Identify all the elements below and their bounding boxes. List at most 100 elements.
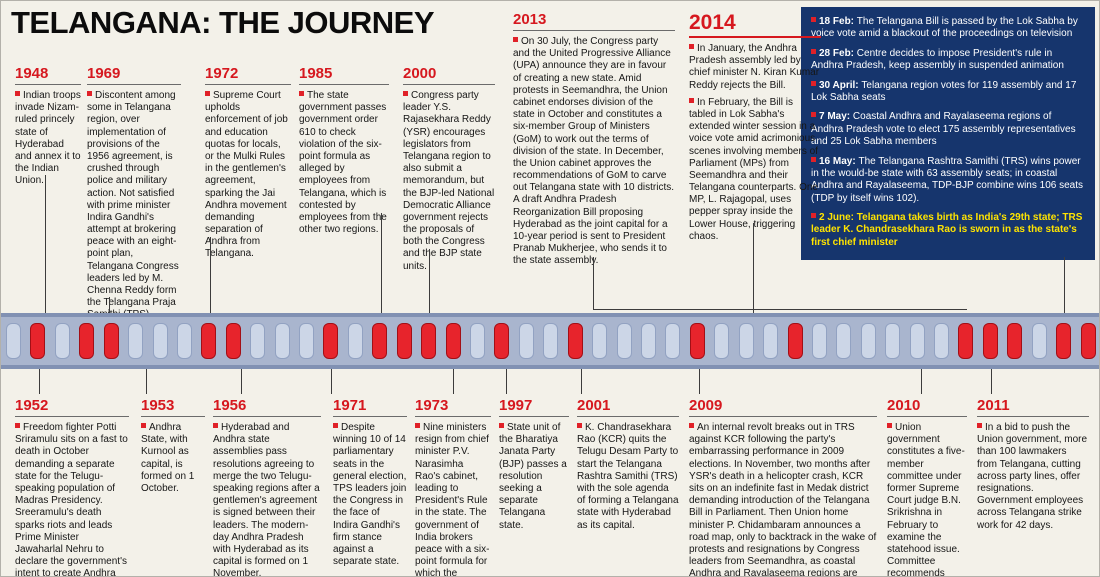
connector-elbow <box>593 257 967 310</box>
event-text: Indian troops invade Nizam-ruled princel… <box>15 90 81 187</box>
event-2013: 2013 On 30 July, the Congress party and t… <box>513 11 675 273</box>
event-paragraph: K. Chandrasekhara Rao (KCR) quits the Te… <box>577 422 679 532</box>
timeline-slot <box>640 323 656 359</box>
bullet-icon <box>811 48 816 54</box>
bullet-icon <box>403 91 408 96</box>
event-year: 1952 <box>15 397 129 417</box>
panel-item: 18 Feb: The Telangana Bill is passed by … <box>811 16 1085 41</box>
event-text: The state government passes government o… <box>299 90 387 236</box>
bullet-icon <box>689 423 694 428</box>
timeline-event-marker <box>494 323 510 359</box>
panel-item-text: Centre decides to impose President's rul… <box>811 47 1064 72</box>
event-1952: 1952 Freedom fighter Potti Sriramulu sits… <box>15 397 129 576</box>
timeline-strip <box>1 313 1099 369</box>
panel-item-date: 18 Feb: <box>819 16 857 27</box>
event-year: 1973 <box>415 397 491 417</box>
panel-item-text: Telangana region votes for 119 assembly … <box>811 79 1077 103</box>
timeline-slot <box>128 323 144 359</box>
event-2001: 2001 K. Chandrasekhara Rao (KCR) quits th… <box>577 397 679 537</box>
connector-line <box>506 367 507 394</box>
event-paragraph: Andhra State, with Kurnool as capital, i… <box>141 422 205 495</box>
event-1997: 1997 State unit of the Bharatiya Janata P… <box>499 397 569 537</box>
connector-line <box>109 297 110 313</box>
panel-item: 7 May: Coastal Andhra and Rayalaseema re… <box>811 111 1085 148</box>
bullet-icon <box>15 423 20 428</box>
panel-item: 30 April: Telangana region votes for 119… <box>811 80 1085 105</box>
event-2010: 2010 Union government constitutes a five-… <box>887 397 967 576</box>
event-2014: 2014 In January, the Andhra Pradesh assem… <box>689 11 821 248</box>
connector-line <box>453 367 454 394</box>
timeline-slot <box>738 323 754 359</box>
event-paragraph: Union government constitutes a five-memb… <box>887 422 967 576</box>
panel-2014-updates: 18 Feb: The Telangana Bill is passed by … <box>801 7 1095 261</box>
connector-line <box>45 175 46 313</box>
bullet-icon <box>141 423 146 428</box>
event-year: 2000 <box>403 65 495 85</box>
panel-item: 28 Feb: Centre decides to impose Preside… <box>811 48 1085 73</box>
event-year: 2013 <box>513 11 675 31</box>
timeline-slot <box>543 323 559 359</box>
event-year: 2014 <box>689 11 821 38</box>
event-year: 1948 <box>15 65 81 85</box>
timeline-slot <box>6 323 21 359</box>
event-paragraph: Indian troops invade Nizam-ruled princel… <box>15 90 81 188</box>
event-paragraph: In January, the Andhra Pradesh assembly … <box>689 43 821 92</box>
timeline-slot <box>811 323 827 359</box>
panel-item-list: 18 Feb: The Telangana Bill is passed by … <box>811 16 1085 249</box>
bullet-icon <box>977 423 982 428</box>
event-paragraph: Supreme Court upholds enforcement of job… <box>205 90 291 261</box>
timeline-slot <box>714 323 730 359</box>
connector-line <box>921 367 922 394</box>
connector-elbow <box>753 223 1016 314</box>
timeline-slot <box>176 323 192 359</box>
timeline-event-marker <box>1056 323 1072 359</box>
event-year: 2010 <box>887 397 967 417</box>
timeline-slot <box>250 323 266 359</box>
timeline-event-marker <box>396 323 412 359</box>
timeline-slot <box>763 323 779 359</box>
event-year: 1972 <box>205 65 291 85</box>
event-year: 1969 <box>87 65 181 85</box>
panel-item-text: Telangana takes birth as India's 29th st… <box>811 212 1083 248</box>
event-paragraph: Discontent among some in Telangana regio… <box>87 90 181 322</box>
timeline-slot <box>836 323 852 359</box>
timeline-slot <box>885 323 901 359</box>
timeline-event-marker <box>689 323 705 359</box>
connector-line <box>381 213 382 313</box>
connector-line <box>1064 257 1065 313</box>
bullet-icon <box>205 91 210 96</box>
bullet-icon <box>811 213 816 219</box>
timeline-event-marker <box>323 323 339 359</box>
timeline-slot <box>616 323 632 359</box>
event-text: An internal revolt breaks out in TRS aga… <box>689 422 877 577</box>
bullet-icon <box>333 423 338 428</box>
event-paragraph: Freedom fighter Potti Sriramulu sits on … <box>15 422 129 576</box>
timeline-event-marker <box>225 323 241 359</box>
timeline-event-marker <box>1007 323 1023 359</box>
panel-item-date: 16 May: <box>819 155 859 167</box>
connector-line <box>39 367 40 394</box>
event-paragraph: Congress party leader Y.S. Rajasekhara R… <box>403 90 495 273</box>
event-2011: 2011 In a bid to push the Union governmen… <box>977 397 1089 537</box>
timeline-slot <box>152 323 168 359</box>
connector-line <box>210 237 211 313</box>
timeline-event-marker <box>421 323 437 359</box>
timeline-event-marker <box>567 323 583 359</box>
panel-item-text: Coastal Andhra and Rayalaseema regions o… <box>811 111 1076 148</box>
event-text: Hyderabad and Andhra state assemblies pa… <box>213 422 320 577</box>
panel-item: 16 May: The Telangana Rashtra Samithi (T… <box>811 156 1085 206</box>
bullet-icon <box>811 17 816 22</box>
connector-line <box>991 367 992 394</box>
event-paragraph: Hyderabad and Andhra state assemblies pa… <box>213 422 321 577</box>
event-1956: 1956 Hyderabad and Andhra state assemblie… <box>213 397 321 577</box>
event-2000: 2000 Congress party leader Y.S. Rajasekha… <box>403 65 495 278</box>
event-year: 1971 <box>333 397 407 417</box>
timeline-event-marker <box>30 323 46 359</box>
event-text: In a bid to push the Union government, m… <box>977 422 1088 531</box>
bullet-icon <box>811 80 816 86</box>
connector-line <box>429 249 430 313</box>
bullet-icon <box>689 97 694 103</box>
event-text: In January, the Andhra Pradesh assembly … <box>689 43 820 91</box>
panel-item-date: 30 April: <box>819 79 862 91</box>
connector-line <box>699 367 700 394</box>
